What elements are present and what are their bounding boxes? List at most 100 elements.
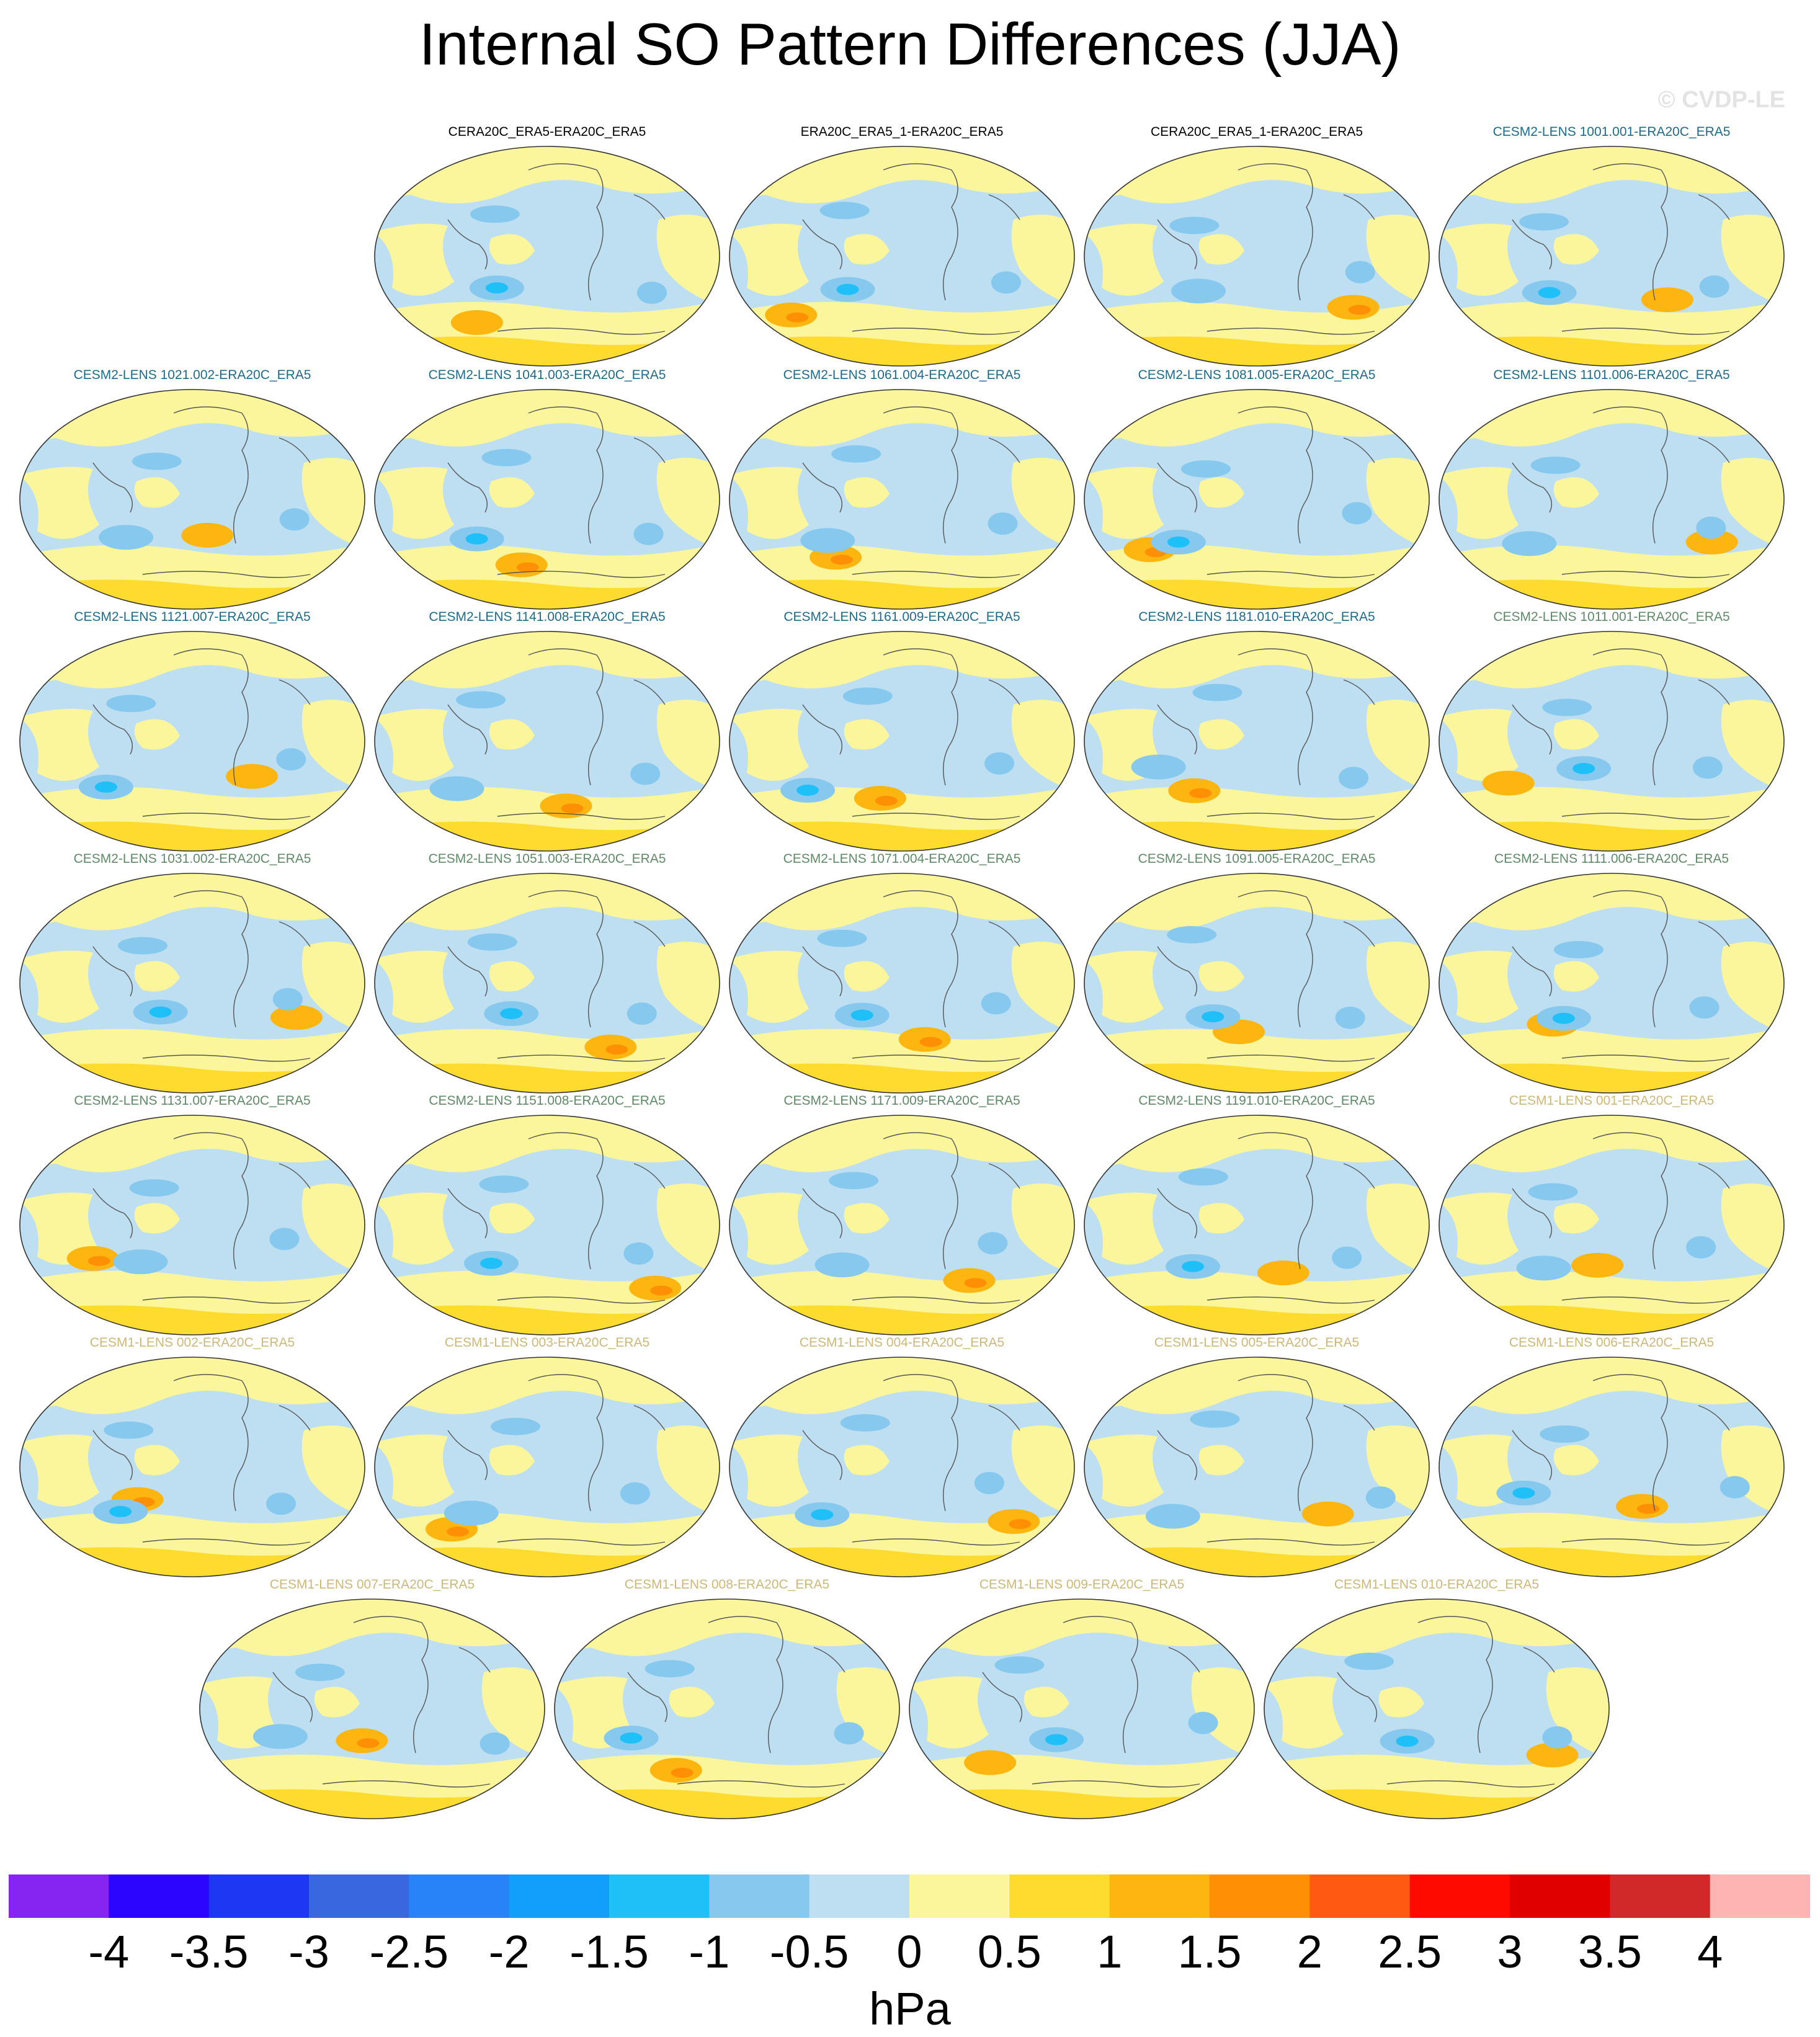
map-panel: CESM1-LENS 003-ERA20C_ERA5 (373, 1335, 721, 1578)
colorbar-tick-label: -2 (488, 1926, 530, 1977)
anomaly-map (1084, 1357, 1430, 1577)
anomaly-map (1439, 1115, 1785, 1335)
map-panel: CESM2-LENS 1101.006-ERA20C_ERA5 (1438, 367, 1785, 610)
colorbar-tick-label: -0.5 (769, 1926, 849, 1977)
anomaly-map (909, 1598, 1255, 1819)
panel-title: CESM2-LENS 1121.007-ERA20C_ERA5 (74, 610, 311, 624)
anomaly-map (1439, 873, 1785, 1094)
colorbar-swatch (1309, 1874, 1411, 1918)
anomaly-map (19, 873, 365, 1094)
map-panel: CESM2-LENS 1181.010-ERA20C_ERA5 (1083, 609, 1430, 852)
map-panel: CESM2-LENS 1011.001-ERA20C_ERA5 (1438, 609, 1785, 852)
anomaly-map (199, 1598, 545, 1819)
anomaly-map (729, 389, 1075, 610)
colorbar-tick-label: 4 (1697, 1926, 1723, 1977)
panel-title: CESM2-LENS 1161.009-ERA20C_ERA5 (783, 610, 1020, 624)
anomaly-map (1084, 631, 1430, 852)
colorbar-tick-label: 2.5 (1378, 1926, 1442, 1977)
map-panel: CESM2-LENS 1171.009-ERA20C_ERA5 (728, 1093, 1076, 1336)
colorbar-tick-label: -1.5 (569, 1926, 649, 1977)
colorbar-tick-label: 0 (896, 1926, 922, 1977)
panel-title: CESM2-LENS 1051.003-ERA20C_ERA5 (428, 852, 666, 866)
panel-title: CERA20C_ERA5-ERA20C_ERA5 (448, 125, 646, 139)
anomaly-map (1084, 389, 1430, 610)
map-panel: CESM2-LENS 1131.007-ERA20C_ERA5 (19, 1093, 366, 1336)
colorbar-tick-label: -1 (689, 1926, 730, 1977)
map-panel: CESM2-LENS 1051.003-ERA20C_ERA5 (373, 851, 721, 1094)
colorbar-swatch (109, 1874, 210, 1918)
map-panel: CESM2-LENS 1081.005-ERA20C_ERA5 (1083, 367, 1430, 610)
panel-title: CESM1-LENS 004-ERA20C_ERA5 (799, 1335, 1005, 1350)
colorbar-tick-label: -3.5 (169, 1926, 249, 1977)
anomaly-map (19, 1357, 365, 1577)
anomaly-map (1439, 146, 1785, 367)
anomaly-map (374, 389, 720, 610)
colorbar-swatch (509, 1874, 610, 1918)
colorbar-swatch (1109, 1874, 1210, 1918)
panel-title: ERA20C_ERA5_1-ERA20C_ERA5 (800, 125, 1004, 139)
map-panel: CESM1-LENS 005-ERA20C_ERA5 (1083, 1335, 1430, 1578)
map-panel: CESM2-LENS 1151.008-ERA20C_ERA5 (373, 1093, 721, 1336)
panel-title: CESM1-LENS 010-ERA20C_ERA5 (1334, 1577, 1540, 1592)
map-panel: CERA20C_ERA5_1-ERA20C_ERA5 (1083, 124, 1430, 367)
panel-title: CESM2-LENS 1181.010-ERA20C_ERA5 (1138, 610, 1375, 624)
colorbar-swatch (208, 1874, 310, 1918)
panel-title: CESM2-LENS 1061.004-ERA20C_ERA5 (783, 368, 1021, 382)
colorbar-swatch (309, 1874, 409, 1918)
map-panel: CESM1-LENS 007-ERA20C_ERA5 (199, 1577, 546, 1820)
panel-title: CESM2-LENS 1111.006-ERA20C_ERA5 (1494, 852, 1729, 866)
panel-title: CESM1-LENS 003-ERA20C_ERA5 (444, 1335, 650, 1350)
anomaly-map (729, 1115, 1075, 1335)
anomaly-map (729, 1357, 1075, 1577)
map-panel: CESM2-LENS 1141.008-ERA20C_ERA5 (373, 609, 721, 852)
panel-title: CESM2-LENS 1191.010-ERA20C_ERA5 (1138, 1094, 1375, 1108)
colorbar-swatch (1510, 1874, 1610, 1918)
colorbar-swatch (1610, 1874, 1711, 1918)
panel-title: CESM2-LENS 1171.009-ERA20C_ERA5 (783, 1094, 1020, 1108)
anomaly-map (1084, 146, 1430, 367)
anomaly-map (374, 146, 720, 367)
colorbar-swatch (409, 1874, 510, 1918)
watermark-text: © CVDP-LE (1657, 87, 1785, 113)
colorbar-tick-label: 1 (1097, 1926, 1123, 1977)
panel-title: CESM1-LENS 005-ERA20C_ERA5 (1154, 1335, 1360, 1350)
colorbar-tick-label: -4 (88, 1926, 130, 1977)
panel-title: CESM1-LENS 008-ERA20C_ERA5 (624, 1577, 830, 1592)
map-panel: CESM2-LENS 1091.005-ERA20C_ERA5 (1083, 851, 1430, 1094)
map-panel: CESM1-LENS 009-ERA20C_ERA5 (908, 1577, 1256, 1820)
anomaly-map (1439, 389, 1785, 610)
anomaly-map (19, 631, 365, 852)
map-panel: CESM2-LENS 1161.009-ERA20C_ERA5 (728, 609, 1076, 852)
panel-title: CESM2-LENS 1071.004-ERA20C_ERA5 (783, 852, 1021, 866)
map-panel: CESM2-LENS 1061.004-ERA20C_ERA5 (728, 367, 1076, 610)
map-panel: CESM1-LENS 008-ERA20C_ERA5 (553, 1577, 901, 1820)
anomaly-map (19, 389, 365, 610)
panel-title: CESM2-LENS 1091.005-ERA20C_ERA5 (1138, 852, 1376, 866)
map-panel: CESM2-LENS 1001.001-ERA20C_ERA5 (1438, 124, 1785, 367)
map-panel: CESM2-LENS 1041.003-ERA20C_ERA5 (373, 367, 721, 610)
map-panel: CESM1-LENS 006-ERA20C_ERA5 (1438, 1335, 1785, 1578)
anomaly-map (374, 1357, 720, 1577)
map-panel: CESM2-LENS 1071.004-ERA20C_ERA5 (728, 851, 1076, 1094)
colorbar-units: hPa (869, 1983, 951, 2035)
panel-title: CESM2-LENS 1151.008-ERA20C_ERA5 (429, 1094, 666, 1108)
map-panel: CESM1-LENS 002-ERA20C_ERA5 (19, 1335, 366, 1578)
map-panel: CESM2-LENS 1191.010-ERA20C_ERA5 (1083, 1093, 1430, 1336)
anomaly-map (554, 1598, 900, 1819)
map-panel: CESM2-LENS 1111.006-ERA20C_ERA5 (1438, 851, 1785, 1094)
map-panel: CERA20C_ERA5-ERA20C_ERA5 (373, 124, 721, 367)
panel-title: CESM2-LENS 1081.005-ERA20C_ERA5 (1138, 368, 1376, 382)
colorbar-swatch (1210, 1874, 1310, 1918)
colorbar-swatch (1409, 1874, 1510, 1918)
anomaly-map (374, 1115, 720, 1335)
map-panel: CESM2-LENS 1021.002-ERA20C_ERA5 (19, 367, 366, 610)
colorbar-swatch (1009, 1874, 1110, 1918)
anomaly-map (729, 146, 1075, 367)
anomaly-map (1439, 1357, 1785, 1577)
anomaly-map (1439, 631, 1785, 852)
anomaly-map (729, 873, 1075, 1094)
colorbar-tick-label: 3.5 (1577, 1926, 1642, 1977)
colorbar-swatch (709, 1874, 810, 1918)
panel-title: CESM2-LENS 1141.008-ERA20C_ERA5 (429, 610, 666, 624)
panel-title: CESM2-LENS 1041.003-ERA20C_ERA5 (428, 368, 666, 382)
